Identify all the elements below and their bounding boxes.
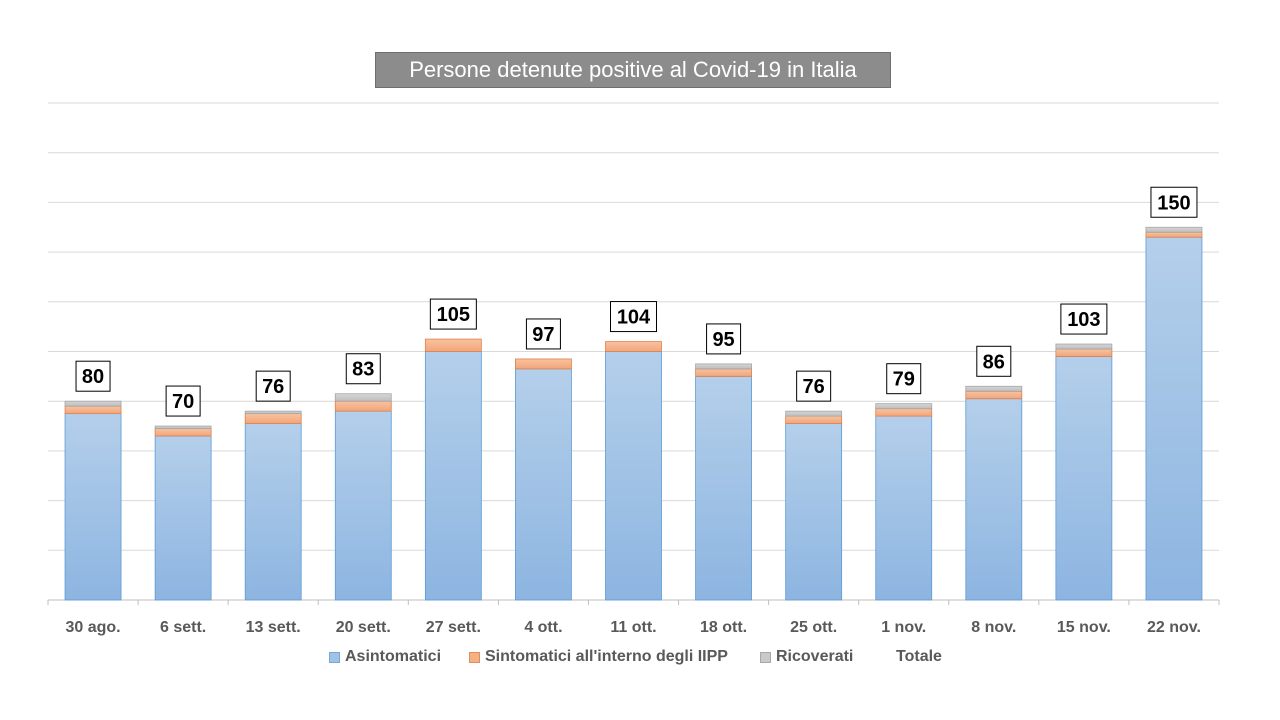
total-label-box (886, 363, 922, 395)
total-label-box (75, 360, 111, 392)
total-label-box (1150, 186, 1198, 218)
total-data-label: 76 (262, 376, 284, 398)
total-data-label: 79 (893, 369, 915, 391)
bar-segment-ricoverati (64, 400, 122, 407)
x-tick-label: 13 sett. (246, 619, 301, 636)
bar-segment-asintomatici (64, 413, 122, 601)
total-label-box (255, 370, 291, 402)
x-tick-label: 6 sett. (160, 619, 206, 636)
bars (64, 226, 1203, 601)
x-tick-label: 20 sett. (336, 619, 391, 636)
bar-segment-ricoverati (785, 410, 843, 417)
x-tick-label: 15 nov. (1057, 619, 1111, 636)
total-data-label: 83 (352, 359, 374, 381)
bar-segment-ricoverati (695, 363, 752, 370)
legend-label-asintomatici: Asintomatici (345, 648, 442, 665)
bar-segment-sintomatici (244, 413, 302, 424)
total-data-label: 86 (983, 351, 1005, 373)
bar-segment-asintomatici (1145, 236, 1203, 601)
bar-segment-ricoverati (965, 385, 1023, 392)
legend-item-sintomatici: Sintomatici all'interno degli IIPP (469, 648, 728, 666)
total-label-box (610, 301, 657, 333)
total-data-label: 103 (1067, 309, 1100, 331)
total-label-box (706, 323, 742, 355)
x-tick-label: 18 ott. (700, 619, 747, 636)
bar-segment-sintomatici (695, 368, 752, 377)
bar-segment-ricoverati (154, 425, 212, 429)
legend-label-totale: Totale (896, 648, 942, 665)
total-data-label: 95 (712, 329, 734, 351)
total-data-label: 80 (82, 366, 104, 388)
bar-segment-sintomatici (605, 341, 662, 352)
bar-segment-ricoverati (1145, 226, 1203, 233)
total-data-label: 76 (803, 376, 825, 398)
data-labels: 80 70 76 83 105 97 104 95 76 79 86 103 150 (75, 186, 1198, 417)
bar-segment-sintomatici (515, 358, 572, 370)
x-tick-label: 11 ott. (610, 619, 656, 636)
bar-segment-asintomatici (1055, 356, 1113, 601)
bar-segment-asintomatici (154, 435, 212, 601)
bar-segment-sintomatici (785, 415, 843, 424)
total-data-label: 97 (532, 324, 554, 346)
bar-segment-sintomatici (424, 338, 482, 352)
legend-item-asintomatici: Asintomatici (329, 648, 441, 666)
bar-segment-sintomatici (1145, 231, 1203, 238)
total-label-box (345, 353, 381, 385)
legend-swatch-asintomatici (329, 651, 340, 663)
bar-segment-sintomatici (334, 400, 392, 412)
bar-segment-asintomatici (334, 410, 392, 601)
x-tick-label: 30 ago. (65, 619, 120, 636)
bar-segment-ricoverati (244, 410, 302, 415)
total-label-box (429, 298, 477, 330)
bar-segment-ricoverati (334, 393, 392, 402)
x-tick-label: 27 sett. (426, 619, 481, 636)
bar-segment-ricoverati (875, 403, 933, 410)
bar-segment-ricoverati (1055, 343, 1113, 350)
total-label-box (796, 370, 832, 402)
bar-segment-sintomatici (875, 408, 933, 417)
total-label-box (525, 318, 561, 350)
legend: Asintomatici Sintomatici all'interno deg… (0, 648, 1280, 670)
bar-segment-sintomatici (64, 405, 122, 415)
total-data-label: 150 (1157, 192, 1190, 214)
bar-segment-sintomatici (965, 390, 1023, 400)
legend-item-ricoverati: Ricoverati (760, 648, 853, 666)
chart-title: Persone detenute positive al Covid-19 in… (375, 52, 891, 88)
x-axis: 30 ago. 6 sett. 13 sett. 20 sett. 27 sett. 4 … (47, 600, 1220, 636)
bar-segment-sintomatici (1055, 348, 1113, 357)
bar-segment-asintomatici (424, 351, 482, 601)
x-tick-label: 22 nov. (1147, 619, 1201, 636)
legend-swatch-totale (880, 652, 891, 663)
total-label-box (165, 385, 201, 417)
bar-segment-asintomatici (515, 368, 572, 601)
x-tick-label: 1 nov. (881, 619, 926, 636)
legend-swatch-sintomatici (469, 651, 480, 663)
x-tick-label: 4 ott. (524, 619, 562, 636)
total-data-label: 104 (617, 307, 651, 329)
legend-swatch-ricoverati (760, 651, 771, 663)
bar-segment-asintomatici (695, 375, 752, 601)
total-data-label: 70 (172, 391, 194, 413)
legend-label-ricoverati: Ricoverati (776, 648, 854, 665)
bar-segment-asintomatici (875, 415, 933, 601)
total-label-box (1060, 303, 1108, 335)
total-data-label: 105 (437, 304, 470, 326)
legend-label-sintomatici: Sintomatici all'interno degli IIPP (485, 648, 728, 665)
legend-item-totale: Totale (880, 648, 942, 666)
bar-segment-sintomatici (154, 428, 212, 437)
bar-segment-asintomatici (965, 398, 1023, 601)
x-tick-label: 8 nov. (971, 619, 1016, 636)
x-tick-label: 25 ott. (790, 619, 837, 636)
total-label-box (976, 345, 1012, 377)
bar-segment-asintomatici (244, 423, 302, 601)
bar-segment-asintomatici (785, 423, 843, 601)
bar-segment-asintomatici (605, 351, 662, 601)
